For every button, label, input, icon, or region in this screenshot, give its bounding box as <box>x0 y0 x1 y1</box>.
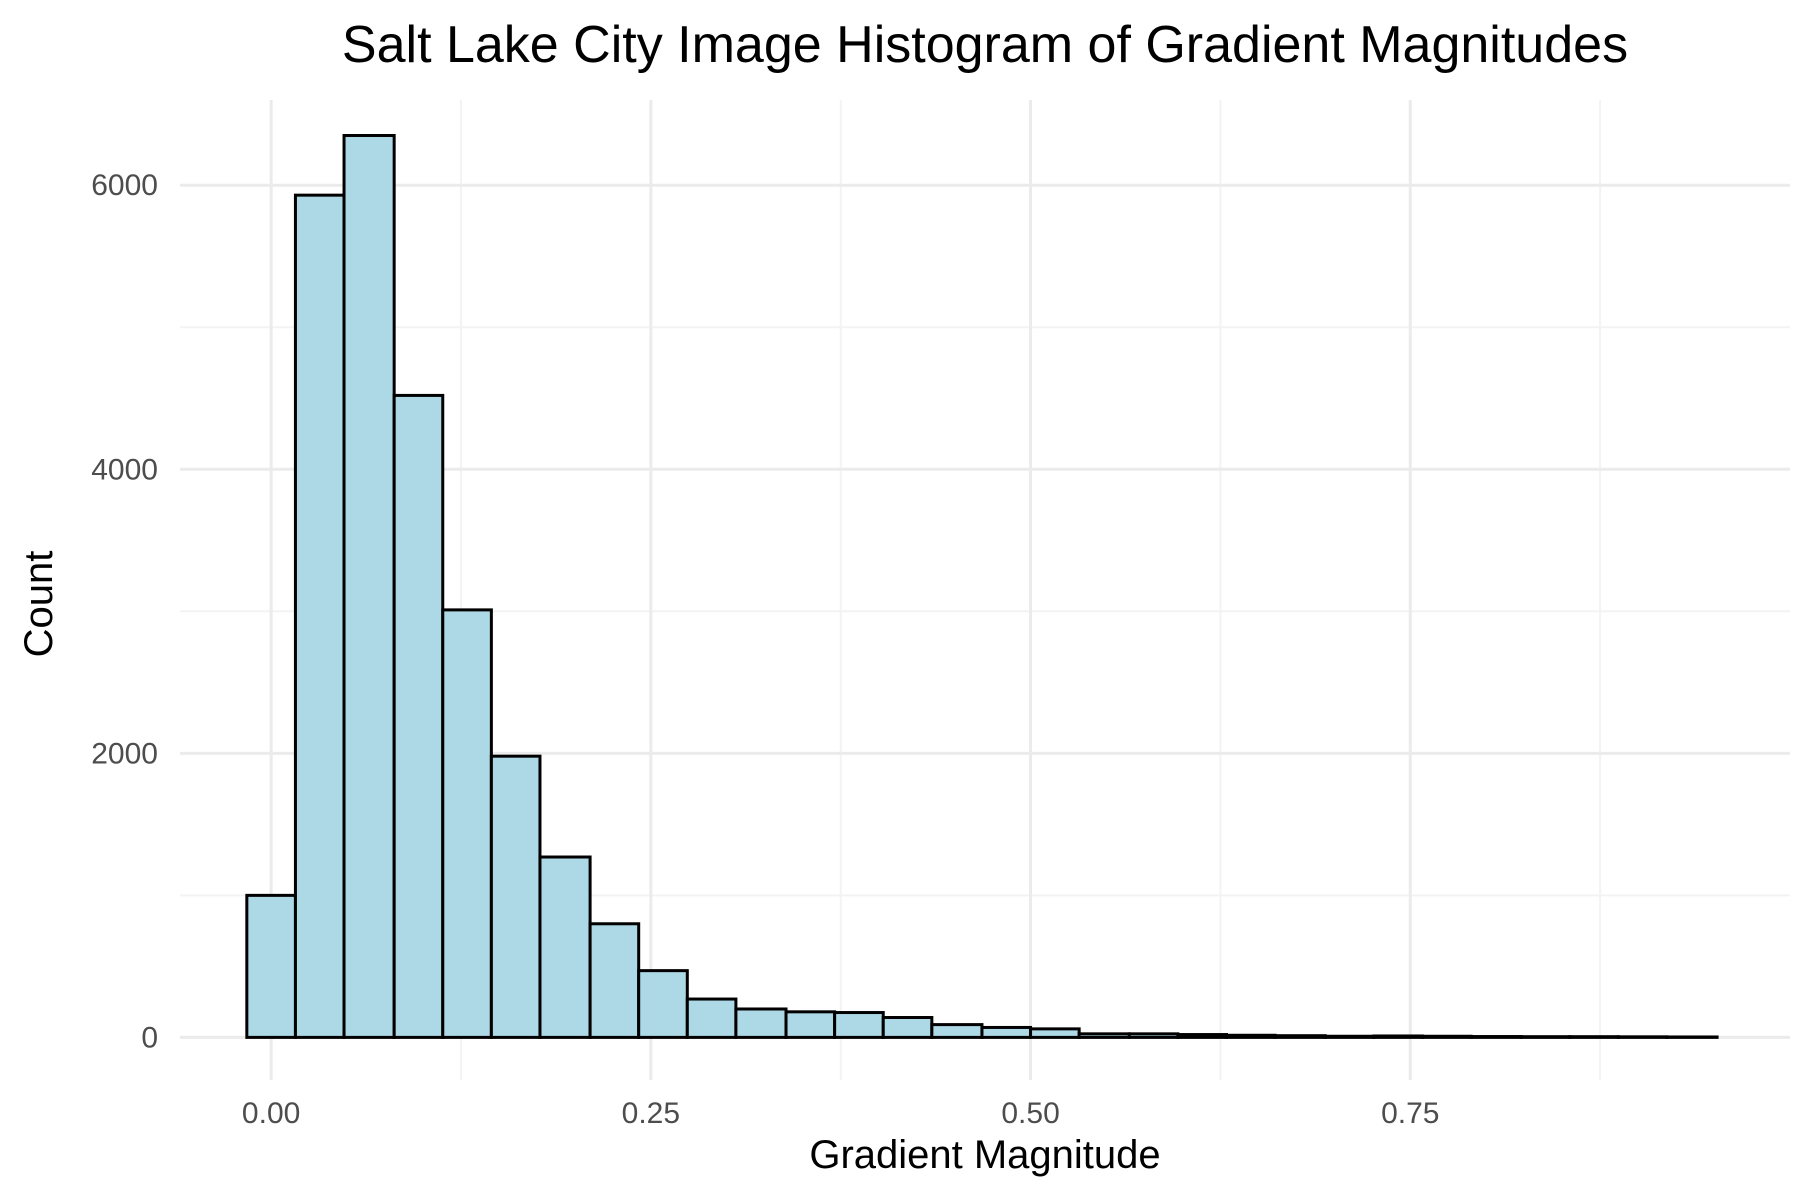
histogram-bar <box>1616 1035 1669 1039</box>
histogram-bar <box>1519 1035 1572 1039</box>
bars-layer <box>245 134 1719 1039</box>
histogram-bar <box>245 893 297 1039</box>
histogram-bar <box>1323 1034 1376 1039</box>
histogram-bar <box>1225 1033 1277 1039</box>
histogram-bar <box>342 134 396 1039</box>
histogram-bar <box>441 608 493 1039</box>
chart-title: Salt Lake City Image Histogram of Gradie… <box>342 16 1628 74</box>
histogram-bar <box>784 1010 837 1039</box>
x-axis-title: Gradient Magnitude <box>809 1133 1160 1177</box>
histogram-bar <box>637 969 689 1039</box>
histogram-bar <box>588 922 641 1039</box>
x-tick-label: 0.00 <box>242 1097 300 1130</box>
histogram-bar <box>1077 1032 1131 1039</box>
x-tick-label: 0.50 <box>1001 1097 1059 1130</box>
histogram-bar <box>538 855 592 1039</box>
y-tick-label: 6000 <box>91 169 158 202</box>
x-tick-label: 0.75 <box>1381 1097 1439 1130</box>
histogram-bar <box>293 193 346 1039</box>
y-axis-title: Count <box>17 551 61 658</box>
histogram-bar <box>392 393 445 1039</box>
histogram-bar <box>833 1011 885 1039</box>
x-tick-label: 0.25 <box>622 1097 680 1130</box>
grid-layer <box>180 100 1790 1080</box>
histogram-bar <box>1176 1033 1229 1039</box>
histogram-bar <box>1469 1035 1523 1039</box>
histogram-bar <box>685 997 738 1039</box>
y-tick-labels: 0 2000 4000 6000 <box>91 169 158 1054</box>
y-tick-label: 0 <box>141 1021 158 1054</box>
histogram-bar <box>1568 1035 1620 1039</box>
histogram-bar <box>1127 1032 1180 1039</box>
histogram-bar <box>1420 1034 1473 1039</box>
histogram-bar <box>930 1023 984 1039</box>
histogram-bar <box>1029 1027 1081 1039</box>
x-tick-labels: 0.00 0.25 0.50 0.75 <box>242 1097 1440 1130</box>
histogram-bar <box>489 754 542 1039</box>
histogram-bar <box>734 1007 788 1039</box>
y-tick-label: 2000 <box>91 737 158 770</box>
histogram-bar <box>881 1016 934 1039</box>
y-tick-label: 4000 <box>91 453 158 486</box>
histogram-bar <box>980 1025 1033 1039</box>
histogram-bar <box>1273 1034 1327 1039</box>
histogram-bar <box>1372 1034 1424 1039</box>
